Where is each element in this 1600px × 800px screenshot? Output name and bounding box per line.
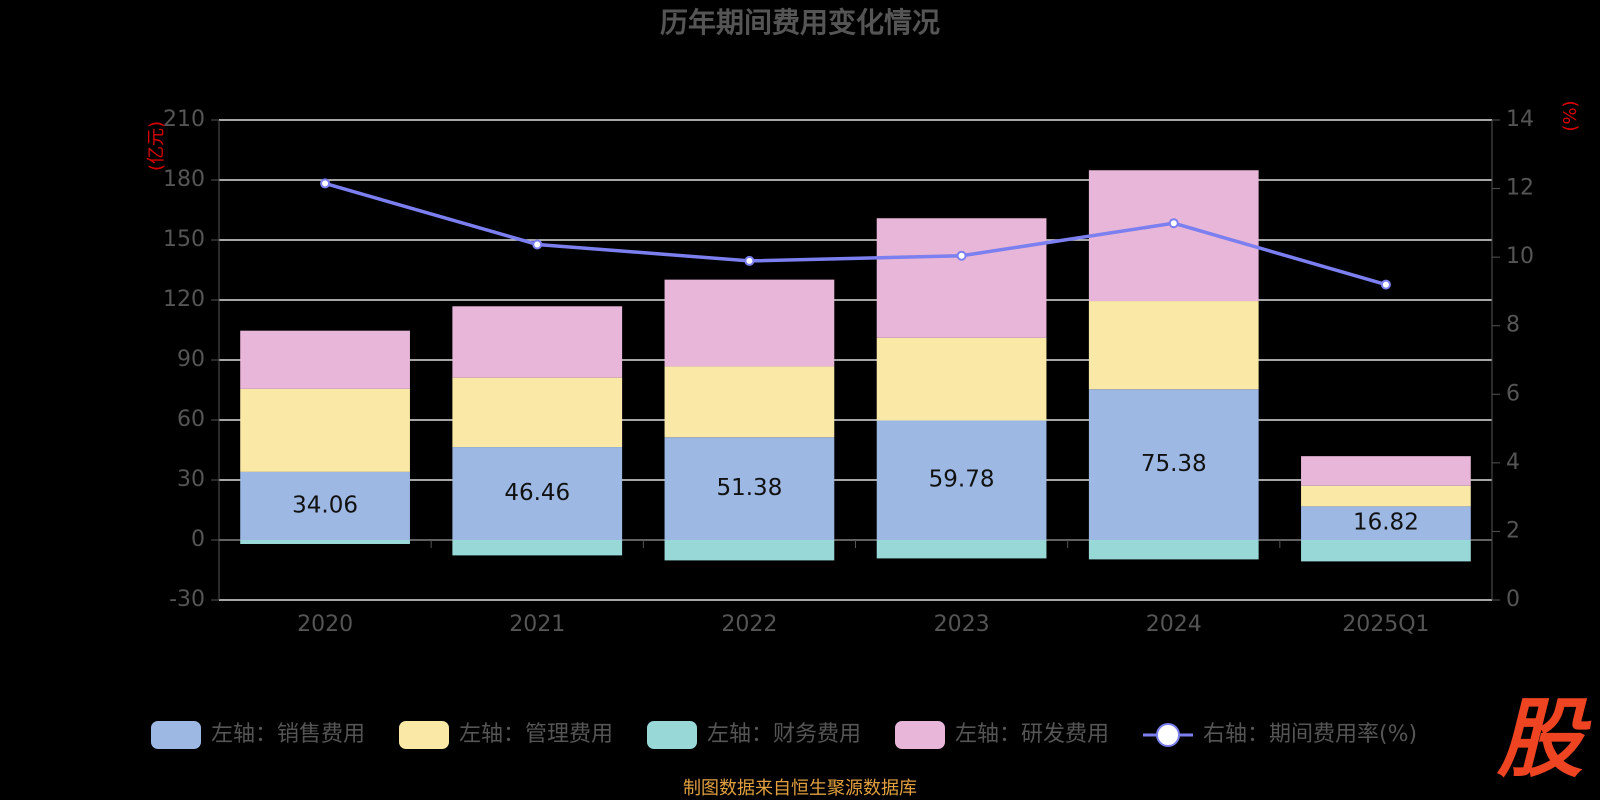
y2-tick-label: 0	[1506, 587, 1520, 612]
line-point	[744, 255, 755, 266]
y2-tick-label: 8	[1506, 313, 1520, 338]
line-point	[320, 178, 331, 189]
x-tick-label: 2023	[934, 612, 990, 637]
legend-swatch	[399, 721, 449, 749]
y2-tick-label: 4	[1506, 450, 1520, 475]
value-label: 59.78	[929, 467, 995, 493]
bar	[1301, 456, 1471, 486]
bar	[664, 437, 835, 540]
y2-tick-label: 6	[1506, 381, 1520, 406]
legend-label: 左轴：管理费用	[459, 722, 613, 747]
bar	[876, 218, 1047, 338]
x-tick-label: 2025Q1	[1342, 612, 1429, 637]
value-label: 16.82	[1353, 510, 1419, 536]
y-tick-label: 150	[163, 227, 205, 252]
bar	[240, 330, 410, 389]
bar	[452, 377, 623, 448]
line-point	[1380, 279, 1391, 290]
y-tick-label: -30	[169, 587, 205, 612]
bar	[1301, 506, 1471, 540]
legend-swatch	[151, 721, 201, 749]
y-tick-label: 180	[163, 167, 205, 192]
legend-label: 右轴：期间费用率(%)	[1203, 722, 1417, 747]
source-note: 制图数据来自恒生聚源数据库	[683, 778, 917, 799]
y2-axis-label: (%)	[1560, 100, 1581, 131]
bar	[876, 420, 1047, 540]
y-tick-label: 120	[163, 287, 205, 312]
bar	[1088, 170, 1259, 302]
value-label: 75.38	[1141, 451, 1207, 477]
line-point	[532, 239, 543, 250]
bar	[1088, 301, 1259, 390]
x-tick-label: 2024	[1146, 612, 1202, 637]
x-tick-label: 2020	[297, 612, 353, 637]
bar	[1088, 540, 1259, 560]
bar	[876, 540, 1047, 559]
bar	[1301, 540, 1471, 562]
legend-swatch	[647, 721, 697, 749]
y2-tick-label: 10	[1506, 244, 1534, 269]
bar	[240, 540, 410, 544]
bar	[452, 540, 623, 556]
line	[324, 181, 1387, 287]
legend-label: 左轴：研发费用	[955, 722, 1109, 747]
bar	[664, 366, 835, 438]
line-point	[1168, 218, 1179, 229]
legend-marker	[1156, 723, 1180, 747]
x-tick-label: 2021	[509, 612, 565, 637]
bar	[664, 540, 835, 561]
y2-tick-label: 14	[1506, 107, 1534, 132]
bar	[876, 337, 1047, 421]
bar	[240, 471, 410, 540]
y-tick-label: 0	[191, 527, 205, 552]
legend-label: 左轴：财务费用	[707, 722, 861, 747]
chart-title: 历年期间费用变化情况	[660, 6, 940, 39]
bar	[1088, 389, 1259, 540]
legend-swatch	[895, 721, 945, 749]
bar	[452, 447, 623, 540]
legend-label: 左轴：销售费用	[211, 722, 365, 747]
y-tick-label: 90	[177, 347, 205, 372]
y-tick-label: 60	[177, 407, 205, 432]
logo: 股	[1496, 689, 1592, 789]
bar	[664, 279, 835, 367]
value-label: 51.38	[716, 475, 782, 501]
value-label: 46.46	[504, 480, 570, 506]
bar	[240, 388, 410, 472]
y2-tick-label: 2	[1506, 518, 1520, 543]
value-label: 34.06	[292, 492, 358, 518]
y2-tick-label: 12	[1506, 176, 1534, 201]
x-tick-label: 2022	[721, 612, 777, 637]
y-tick-label: 30	[177, 467, 205, 492]
bar	[452, 306, 623, 378]
y-tick-label: 210	[163, 107, 205, 132]
line-point	[956, 250, 967, 261]
y-axis-label: (亿元)	[146, 121, 167, 171]
bar	[1301, 485, 1471, 507]
